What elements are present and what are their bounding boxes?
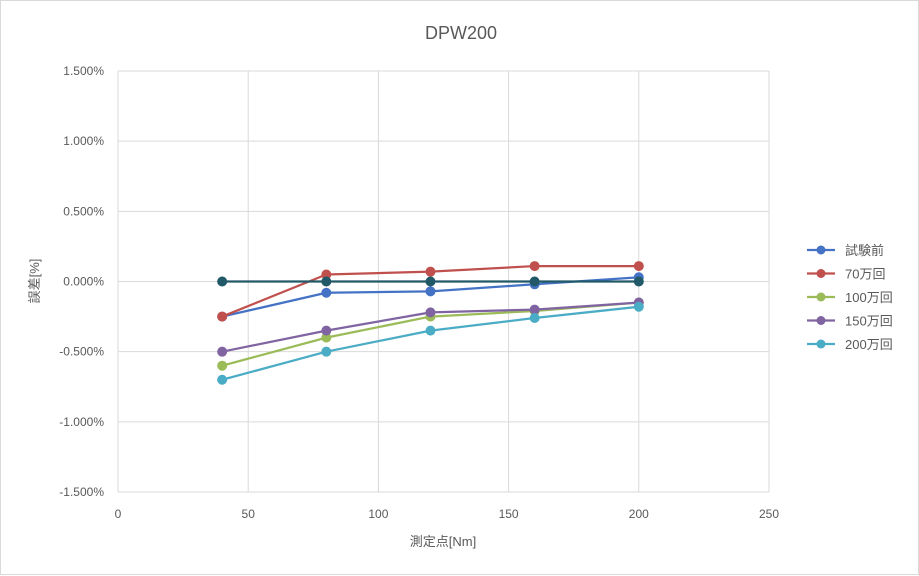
data-point (633, 261, 644, 272)
data-point (529, 261, 540, 272)
data-point (321, 287, 332, 298)
y-axis-title: 誤差[%] (27, 259, 42, 304)
x-tick-label: 100 (368, 507, 388, 521)
legend-label: 100万回 (845, 290, 893, 305)
legend-label: 70万回 (845, 267, 885, 282)
legend-label: 試験前 (845, 243, 884, 258)
data-point (321, 346, 332, 357)
x-tick-label: 150 (499, 507, 519, 521)
legend-item: 試験前 (807, 243, 884, 258)
data-point (529, 304, 540, 315)
legend-item: 200万回 (807, 337, 893, 352)
data-point (529, 276, 540, 287)
data-point (633, 301, 644, 312)
y-tick-label: 1.000% (63, 134, 104, 148)
legend-item: 70万回 (807, 267, 885, 282)
x-tick-label: 250 (759, 507, 779, 521)
tick-labels: 0 50 100 150 200 250 -1.500% -1.000% -0.500% 0.00… (59, 64, 779, 521)
y-tick-label: -1.000% (59, 415, 104, 429)
chart-title: DPW200 (425, 23, 497, 43)
series-reference (217, 276, 644, 287)
data-point (217, 311, 228, 322)
data-point (425, 286, 436, 297)
data-point (425, 266, 436, 277)
data-point (633, 276, 644, 287)
legend-marker (816, 245, 826, 255)
data-point (321, 276, 332, 287)
data-point (425, 276, 436, 287)
data-point (321, 325, 332, 336)
y-tick-label: -0.500% (59, 345, 104, 359)
series-series-4 (217, 301, 644, 385)
legend-item: 100万回 (807, 290, 893, 305)
data-point (425, 307, 436, 318)
legend-marker (816, 316, 826, 325)
y-tick-label: -1.500% (59, 485, 104, 499)
series-series-3 (217, 297, 644, 357)
data-point (217, 276, 228, 287)
x-tick-label: 0 (115, 507, 122, 521)
legend-marker (816, 339, 826, 349)
x-tick-label: 200 (629, 507, 649, 521)
legend-marker (816, 292, 826, 302)
y-tick-label: 0.500% (63, 204, 104, 218)
legend-marker (816, 269, 826, 278)
legend-label: 150万回 (845, 314, 893, 329)
legend-item: 150万回 (807, 314, 893, 329)
data-point (217, 360, 228, 371)
series-series-1 (217, 261, 644, 322)
series-lines (217, 261, 644, 385)
x-tick-label: 50 (242, 507, 256, 521)
x-axis-title: 測定点[Nm] (410, 534, 476, 549)
data-point (529, 312, 540, 323)
data-point (217, 346, 228, 357)
legend: 試験前 70万回 100万回 150万回 200万回 (807, 243, 893, 352)
legend-label: 200万回 (845, 337, 893, 352)
data-point (217, 374, 228, 385)
y-tick-label: 1.500% (63, 64, 104, 78)
y-tick-label: 0.000% (63, 275, 104, 289)
data-point (425, 325, 436, 336)
